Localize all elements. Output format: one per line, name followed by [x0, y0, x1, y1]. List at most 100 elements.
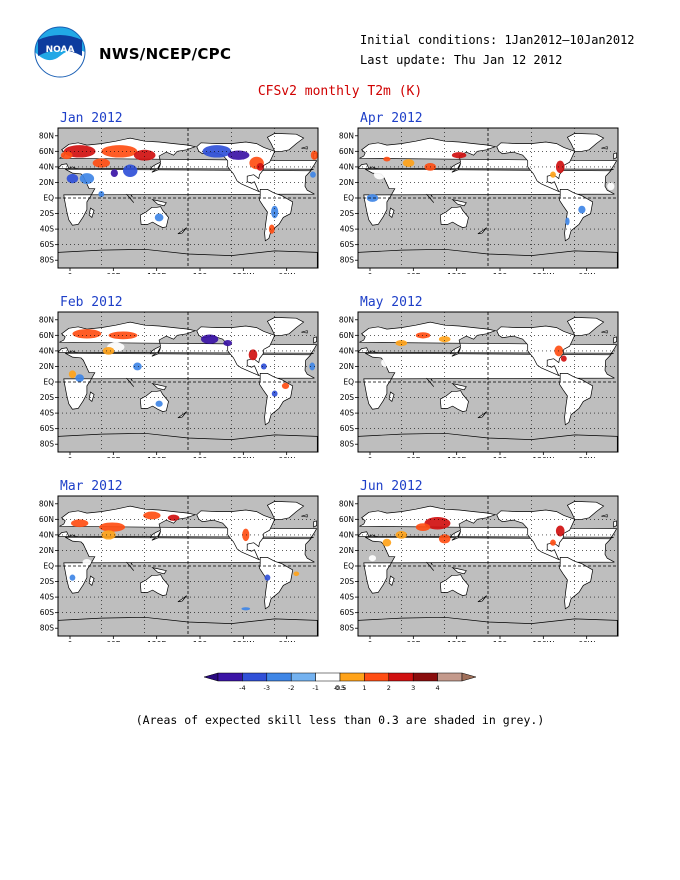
island-outline	[613, 336, 617, 344]
island-outline	[88, 391, 95, 402]
lat-label: 20S	[340, 393, 355, 402]
continent-outline	[496, 325, 576, 377]
colorbar-swatch	[437, 672, 463, 682]
island-outline	[301, 146, 308, 150]
lat-label: 40N	[339, 346, 354, 355]
continent-outline	[439, 206, 469, 228]
continent-outline	[196, 509, 276, 561]
island-outline	[451, 162, 461, 173]
island-outline	[451, 346, 461, 357]
noaa-logo: NOAA	[34, 26, 86, 78]
lat-label: 40N	[39, 162, 54, 171]
figure-title: CFSv2 monthly T2m (K)	[257, 84, 423, 99]
anomaly-area	[368, 385, 377, 395]
anomaly-area	[227, 150, 250, 160]
island-outline	[301, 330, 308, 334]
map-panel-jun: 80N 60N 40N 20N EQ 20S 40S 60S 80S 0 60E 120E 180 120…	[339, 495, 628, 642]
lon-label: 60W	[578, 456, 596, 458]
lat-label: 60S	[340, 240, 355, 249]
colorbar-label: -3	[264, 684, 270, 692]
continent-outline	[139, 390, 169, 412]
colorbar-swatch	[290, 672, 316, 682]
lat-label: 20N	[339, 362, 354, 371]
island-outline	[177, 595, 187, 603]
anomaly-area	[424, 517, 451, 530]
anomaly-area	[123, 164, 138, 177]
lon-label: 120E	[447, 272, 466, 274]
anomaly-area	[402, 159, 415, 167]
anomaly-area	[578, 205, 586, 214]
anomaly-area	[101, 530, 116, 540]
anomaly-area	[382, 538, 392, 547]
continent-outline	[496, 509, 576, 561]
lon-label: 180	[493, 456, 508, 458]
lon-label: 120E	[447, 456, 466, 458]
island-outline	[477, 227, 487, 235]
island-outline	[177, 227, 187, 235]
lat-label: 40S	[40, 409, 55, 418]
lat-label: 40S	[40, 225, 55, 234]
colorbar-label: 3	[411, 684, 415, 692]
lat-label: 80N	[339, 315, 354, 324]
anomaly-area	[99, 522, 126, 532]
lat-label: 60N	[339, 331, 354, 340]
island-outline	[613, 520, 617, 528]
anomaly-area	[550, 171, 556, 178]
lat-label: 60S	[40, 608, 55, 617]
lon-label: 120E	[147, 272, 166, 274]
anomaly-area	[555, 160, 565, 174]
anomaly-area	[133, 362, 142, 371]
map-panel-apr: 80N 60N 40N 20N EQ 20S 40S 60S 80S 0 60E 120E 180 120…	[339, 127, 628, 274]
lon-label: 60E	[406, 456, 421, 458]
continent-outline	[566, 317, 605, 336]
lon-label: 180	[193, 456, 208, 458]
colorbar-end-high	[461, 672, 477, 682]
lon-label: 0	[68, 272, 73, 274]
anomaly-area	[71, 519, 89, 528]
lon-label: 60E	[106, 272, 121, 274]
anomaly-area	[101, 145, 138, 158]
lat-label: 20N	[39, 178, 54, 187]
anomaly-area	[223, 340, 233, 347]
island-outline	[88, 575, 95, 586]
anomaly-area	[72, 329, 102, 339]
island-outline	[451, 198, 467, 207]
lon-label: 180	[493, 640, 508, 642]
lat-label: 60S	[340, 608, 355, 617]
island-outline	[613, 152, 617, 160]
anomaly-area	[82, 559, 92, 566]
island-outline	[301, 514, 308, 518]
anomaly-area	[60, 151, 73, 160]
anomaly-area	[98, 191, 105, 198]
lat-label: 20S	[340, 209, 355, 218]
island-outline	[451, 382, 467, 391]
logo-text: NOAA	[46, 45, 75, 55]
colorbar-label: 0.5	[335, 684, 345, 692]
island-outline	[388, 207, 395, 218]
anomaly-area	[560, 355, 567, 362]
anomaly-area	[309, 362, 316, 371]
anomaly-area	[102, 347, 115, 355]
anomaly-area	[155, 582, 163, 589]
anomaly-area	[293, 571, 300, 577]
lat-label: 60S	[40, 424, 55, 433]
panel-title-0: Jan 2012	[60, 111, 123, 126]
lat-label: 40S	[340, 225, 355, 234]
map-panel-feb: 80N 60N 40N 20N EQ 20S 40S 60S 80S 0 60E 120E 180 120…	[39, 311, 328, 458]
anomaly-area	[571, 569, 578, 579]
island-outline	[177, 411, 187, 419]
continent-outline	[196, 141, 276, 193]
island-outline	[601, 146, 608, 150]
lon-label: 0	[368, 456, 373, 458]
lat-label: 80S	[40, 624, 55, 633]
anomaly-area	[310, 150, 318, 160]
lon-label: 60W	[278, 456, 296, 458]
lat-label: 80N	[39, 315, 54, 324]
colorbar-swatch	[412, 672, 438, 682]
lon-label: 180	[193, 272, 208, 274]
lat-label: 20S	[40, 577, 55, 586]
continent-outline	[559, 189, 594, 242]
lon-label: 120W	[232, 640, 254, 642]
lat-label: 40S	[340, 409, 355, 418]
lat-label: 60S	[340, 424, 355, 433]
